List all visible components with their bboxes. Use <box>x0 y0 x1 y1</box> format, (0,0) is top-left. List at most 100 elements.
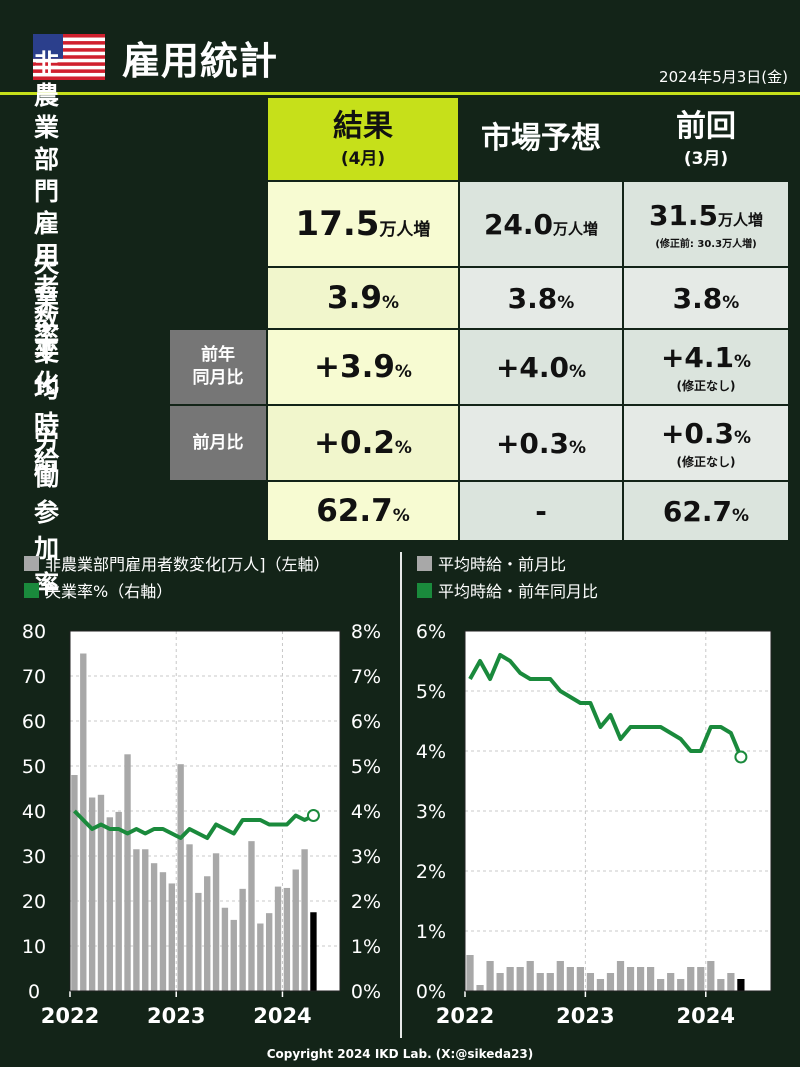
bar <box>150 863 158 991</box>
wages-yoy-result-value: +3.9 <box>314 349 395 385</box>
header-previous: 前回 (3月) <box>624 98 788 180</box>
bar <box>257 923 264 991</box>
y-tick-label-right: 3% <box>351 846 381 868</box>
unemployment-market-value: 3.8 <box>507 281 558 315</box>
bar <box>195 892 202 991</box>
bar <box>636 967 645 991</box>
bar <box>677 979 685 991</box>
bar <box>274 886 282 991</box>
y-tick-label-right: 6% <box>351 711 381 733</box>
bar <box>687 967 695 991</box>
wages-mom-result-unit: % <box>394 438 412 458</box>
header: 雇用統計 2024年5月3日(金) <box>0 0 800 92</box>
bar <box>230 919 237 991</box>
bar <box>707 961 715 991</box>
bar <box>310 912 317 991</box>
y-tick-label-left: 0% <box>416 981 446 1003</box>
y-tick-label-right: 0% <box>351 981 381 1003</box>
unemployment-result-unit: % <box>381 293 399 313</box>
y-tick-label-left: 70 <box>22 666 46 688</box>
bar <box>159 872 167 991</box>
unemployment-previous-value: 3.8 <box>672 281 723 315</box>
y-tick-label-left: 1% <box>416 921 446 943</box>
row-label-wages: 平均時給 <box>34 330 59 480</box>
nfp-previous-value: 31.5 <box>648 198 719 232</box>
row-label-wages-yoy: 前年 同月比 <box>170 330 266 404</box>
wages-yoy-market-value: +4.0 <box>495 350 569 384</box>
bar <box>476 985 484 991</box>
legend-wages-yoy-label: 平均時給・前年同月比 <box>438 582 599 601</box>
cell-nfp-market: 24.0万人増 <box>460 182 622 266</box>
bar <box>536 973 544 991</box>
wages-yoy-previous-unit: % <box>734 351 752 372</box>
us-flag-icon <box>33 34 105 80</box>
unemployment-previous-unit: % <box>722 292 740 313</box>
bar <box>239 888 246 991</box>
cell-wages-mom-previous: +0.3% (修正なし) <box>624 406 788 480</box>
legend-nfp-label: 非農業部門雇用者数変化[万人]（左軸） <box>45 555 330 574</box>
header-previous-label: 前回 <box>676 108 736 144</box>
participation-result-unit: % <box>392 506 410 526</box>
bar <box>133 849 140 991</box>
wages-yoy-market-unit: % <box>569 361 587 382</box>
header-previous-sub: (3月) <box>683 148 729 169</box>
bar <box>177 764 184 991</box>
wages-mom-result-value: +0.2 <box>314 425 395 461</box>
bar <box>301 849 308 991</box>
bar <box>566 967 574 991</box>
legend-nfp-swatch <box>24 555 39 571</box>
latest-point-marker <box>734 750 748 764</box>
y-tick-label-left: 50 <box>22 756 46 778</box>
bar <box>466 955 474 991</box>
y-tick-label-right: 2% <box>351 891 381 913</box>
plot-frame <box>69 630 341 992</box>
wages-yoy-label-line1: 前年 <box>201 345 235 365</box>
y-tick-label-left: 10 <box>22 936 46 958</box>
row-label-nfp: 非農業部門 雇用者数変化 <box>34 49 59 398</box>
bar <box>546 973 554 991</box>
cell-unemployment-market: 3.8% <box>460 268 622 328</box>
bar <box>596 979 605 991</box>
unemployment-market-unit: % <box>557 292 575 313</box>
cell-participation-result: 62.7% <box>268 482 458 540</box>
participation-result-value: 62.7 <box>316 493 393 529</box>
bar <box>186 844 193 991</box>
wages-mom-previous-note: (修正なし) <box>676 454 736 469</box>
bar <box>516 967 524 991</box>
y-tick-label-right: 1% <box>351 936 381 958</box>
y-tick-label-left: 30 <box>22 846 46 868</box>
bar <box>667 973 675 991</box>
x-tick-label: 2024 <box>253 1004 311 1028</box>
bar <box>486 961 494 991</box>
series-line <box>468 653 743 758</box>
legend-wages-yoy: 平均時給・前年同月比 <box>417 578 598 602</box>
bar <box>292 869 299 991</box>
plot-frame <box>464 630 772 992</box>
bar <box>221 907 229 991</box>
header-divider <box>0 92 800 95</box>
bar <box>142 849 149 991</box>
wages-yoy-previous-value: +4.1 <box>660 340 734 374</box>
legend-wages-mom-label: 平均時給・前月比 <box>438 555 567 574</box>
bar <box>506 967 514 991</box>
bar <box>737 979 745 991</box>
row-label-wages-text: 平均時給 <box>34 338 60 475</box>
bar <box>124 754 131 991</box>
y-tick-label-left: 60 <box>22 711 46 733</box>
wages-yoy-result-unit: % <box>394 362 412 382</box>
bar <box>727 973 735 991</box>
header-result: 結果 (4月) <box>268 98 458 180</box>
chart-nfp-unemployment: 0 10 20 30 40 50 60 70 80 0% 1% 2% 3% 4% 5% 6% 7% 8% 2022 2… <box>22 621 381 1028</box>
header-result-label: 結果 <box>333 108 393 144</box>
legend-wages-yoy-swatch <box>417 582 432 598</box>
wages-yoy-previous-note: (修正なし) <box>676 378 736 393</box>
nfp-market-value: 24.0 <box>483 207 554 241</box>
legend-wages-mom-swatch <box>417 555 432 571</box>
y-tick-label-left: 5% <box>416 681 446 703</box>
bar <box>88 797 96 991</box>
y-tick-label-left: 20 <box>22 891 46 913</box>
series-line <box>73 809 315 840</box>
cell-wages-mom-result: +0.2% <box>268 406 458 480</box>
unemployment-result-value: 3.9 <box>327 280 382 316</box>
x-tick-label: 2023 <box>147 1004 205 1028</box>
